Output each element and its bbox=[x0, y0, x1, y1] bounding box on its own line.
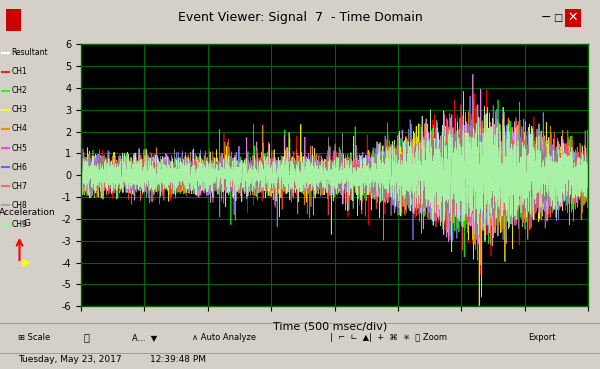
Text: Export: Export bbox=[528, 333, 556, 342]
Text: A...  ▼: A... ▼ bbox=[132, 333, 157, 342]
Text: ∧ Auto Analyze: ∧ Auto Analyze bbox=[192, 333, 256, 342]
Bar bbox=[6, 9, 21, 31]
Text: CH1: CH1 bbox=[12, 67, 28, 76]
Text: □: □ bbox=[553, 13, 563, 23]
Text: CH7: CH7 bbox=[12, 182, 28, 191]
Text: −: − bbox=[541, 11, 551, 24]
Text: ⊞ Scale: ⊞ Scale bbox=[18, 333, 50, 342]
Text: Resultant: Resultant bbox=[12, 48, 49, 57]
Text: Time (500 msec/div): Time (500 msec/div) bbox=[273, 321, 387, 331]
Text: |  ⌐  ∟  ▲|  +  ⌘  ✳  🔍 Zoom: | ⌐ ∟ ▲| + ⌘ ✳ 🔍 Zoom bbox=[330, 333, 447, 342]
Text: 12:39:48 PM: 12:39:48 PM bbox=[150, 355, 206, 364]
Text: CH8: CH8 bbox=[12, 201, 28, 210]
Text: Acceleration
G: Acceleration G bbox=[0, 208, 56, 228]
Text: ✕: ✕ bbox=[568, 11, 578, 24]
Text: CH4: CH4 bbox=[12, 124, 28, 134]
Text: CH9: CH9 bbox=[12, 220, 28, 229]
Text: CH6: CH6 bbox=[12, 163, 28, 172]
Text: CH3: CH3 bbox=[12, 106, 28, 114]
Text: CH5: CH5 bbox=[12, 144, 28, 152]
Text: Event Viewer: Signal  7  - Time Domain: Event Viewer: Signal 7 - Time Domain bbox=[178, 11, 422, 24]
Text: 🖼: 🖼 bbox=[84, 332, 90, 343]
Text: Tuesday, May 23, 2017: Tuesday, May 23, 2017 bbox=[18, 355, 122, 364]
Text: CH2: CH2 bbox=[12, 86, 28, 95]
